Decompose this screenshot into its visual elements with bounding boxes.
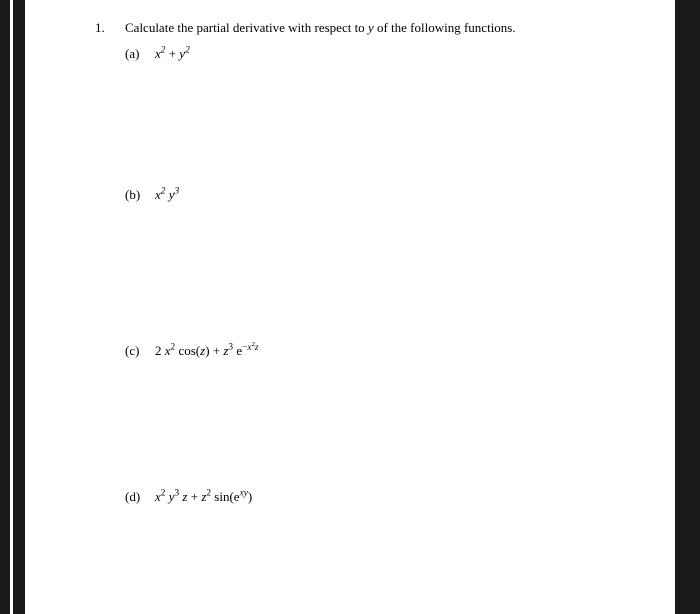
part-d-label: (d) <box>125 489 155 505</box>
c-cos-close: ) + <box>205 343 223 358</box>
c-e-z: z <box>255 343 259 353</box>
spacer-after-a <box>95 62 615 177</box>
d-sin-open: sin( <box>211 489 234 504</box>
part-a-label: (a) <box>125 46 155 62</box>
prompt-prefix: Calculate the partial derivative with re… <box>125 20 368 35</box>
d-e-exponent: xy <box>240 489 248 499</box>
d-sin-close: ) <box>248 489 252 504</box>
part-d: (d) x2 y3 z + z2 sin(exy) <box>125 489 615 505</box>
a-y-exp: 2 <box>185 46 190 56</box>
part-b-label: (b) <box>125 187 155 203</box>
c-coef1: 2 <box>155 343 165 358</box>
c-cos-open: cos( <box>175 343 200 358</box>
question-prompt: Calculate the partial derivative with re… <box>125 20 615 36</box>
document-page: 1. Calculate the partial derivative with… <box>25 0 675 614</box>
part-d-expression: x2 y3 z + z2 sin(exy) <box>155 489 615 505</box>
a-plus: + <box>165 46 179 61</box>
left-page-border <box>10 0 13 614</box>
question-number: 1. <box>95 20 125 36</box>
prompt-suffix: of the following functions. <box>374 20 516 35</box>
part-a: (a) x2 + y2 <box>125 46 615 62</box>
b-y-exp: 3 <box>174 187 179 197</box>
part-c: (c) 2 x2 cos(z) + z3 e−x2z <box>125 343 615 359</box>
part-b: (b) x2 y3 <box>125 187 615 203</box>
c-e-exponent: −x2z <box>242 343 258 353</box>
part-a-expression: x2 + y2 <box>155 46 615 62</box>
question-header: 1. Calculate the partial derivative with… <box>95 20 615 36</box>
part-b-expression: x2 y3 <box>155 187 615 203</box>
spacer-after-b <box>95 203 615 333</box>
spacer-after-c <box>95 359 615 479</box>
part-c-expression: 2 x2 cos(z) + z3 e−x2z <box>155 343 615 359</box>
part-c-label: (c) <box>125 343 155 359</box>
d-plus: + <box>187 489 201 504</box>
